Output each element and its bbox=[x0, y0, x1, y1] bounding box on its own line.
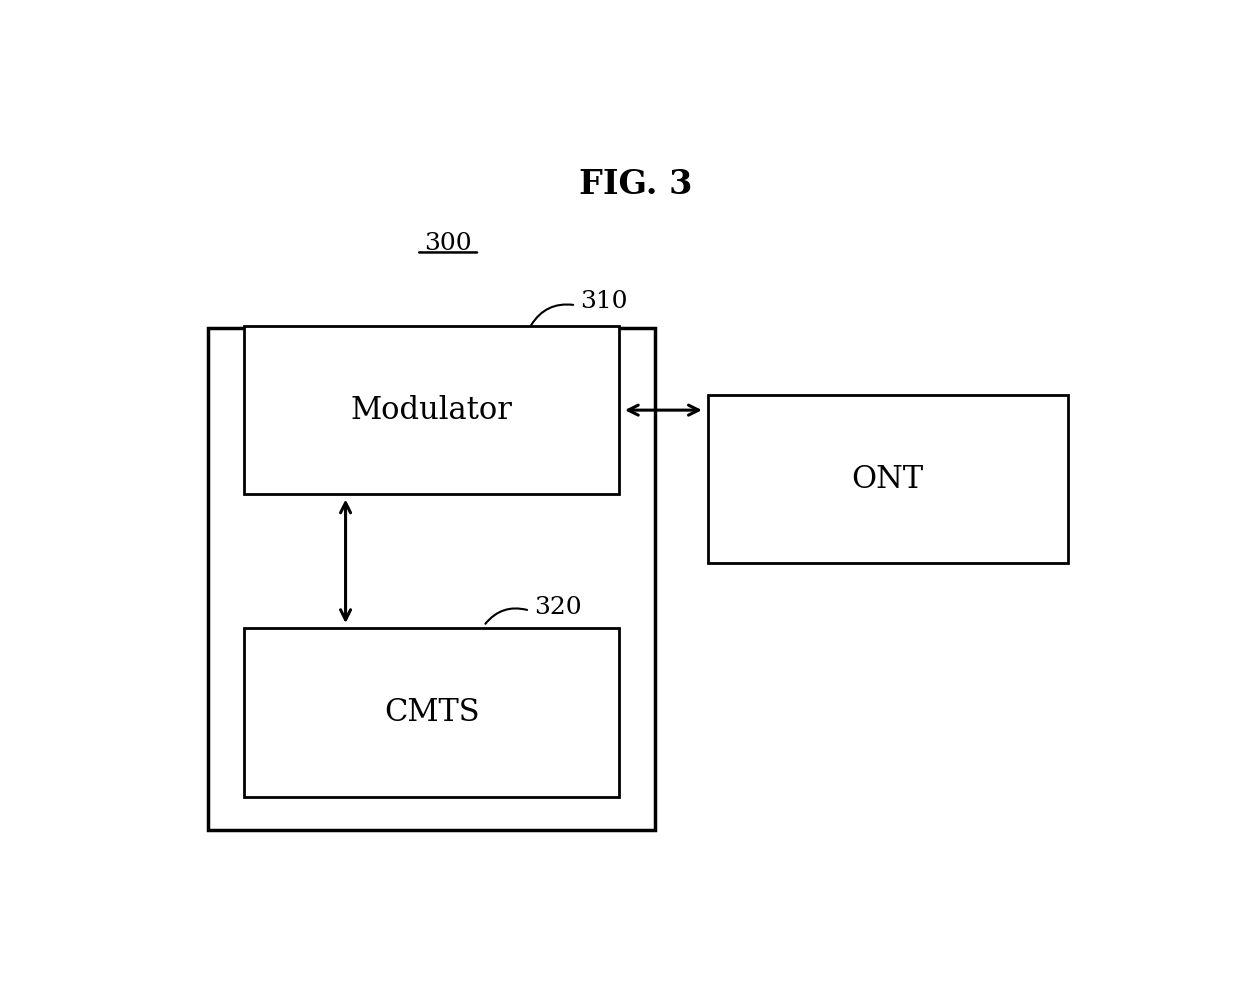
Text: CMTS: CMTS bbox=[384, 697, 480, 728]
Text: 310: 310 bbox=[580, 290, 627, 313]
Bar bbox=[708, 395, 1068, 564]
Text: 300: 300 bbox=[424, 232, 472, 254]
Text: 320: 320 bbox=[534, 596, 583, 619]
Bar bbox=[208, 328, 655, 830]
Bar bbox=[244, 326, 619, 494]
Text: FIG. 3: FIG. 3 bbox=[579, 168, 692, 201]
Bar bbox=[244, 628, 619, 796]
Text: ONT: ONT bbox=[852, 463, 924, 494]
Text: Modulator: Modulator bbox=[351, 395, 512, 425]
